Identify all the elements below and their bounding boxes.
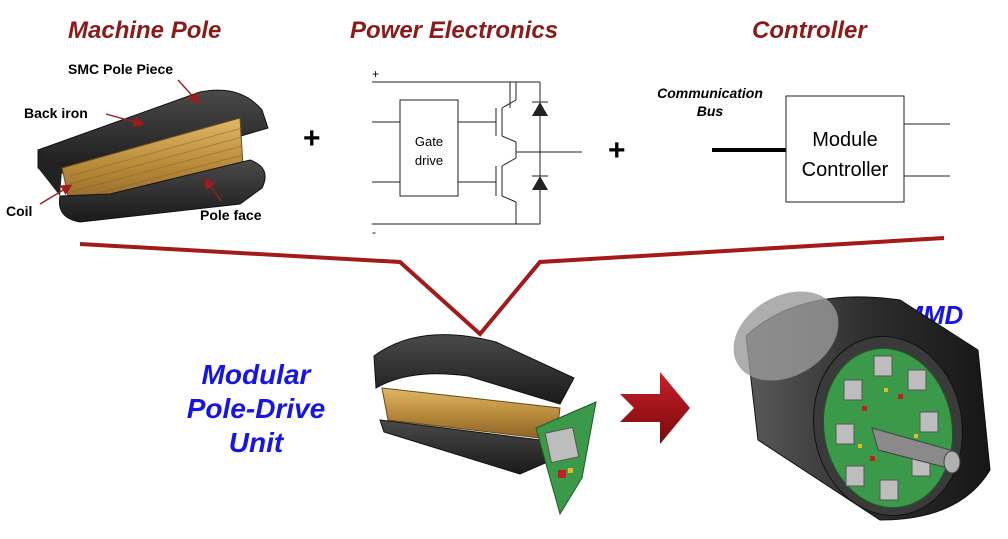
modular-pole-drive-illustration: [373, 334, 597, 516]
modular-unit-label-line3: Unit: [229, 427, 285, 458]
callout-smc-pole-piece: SMC Pole Piece: [68, 61, 173, 77]
communication-bus-label-line2: Bus: [697, 103, 724, 119]
callout-pole-face: Pole face: [200, 207, 262, 223]
callout-back-iron: Back iron: [24, 105, 88, 121]
communication-bus-label-line1: Communication: [657, 85, 763, 101]
combination-connector: [79, 236, 945, 337]
pcb-component-red: [558, 470, 566, 478]
plus-operator-2: +: [608, 134, 626, 167]
immd-shaft-end: [943, 450, 961, 474]
modular-unit-label-line2: Pole-Drive: [187, 393, 326, 424]
machine-pole-illustration: [37, 89, 269, 223]
gate-drive-label-line1: Gate: [415, 134, 443, 149]
pcb-component-yellow: [568, 468, 573, 473]
negative-rail-label: -: [372, 225, 376, 239]
gate-drive-label-line2: drive: [415, 153, 443, 168]
transform-arrow: [620, 372, 690, 444]
power-electronics-schematic: [372, 81, 582, 225]
callout-coil: Coil: [6, 203, 32, 219]
diode-upper: [532, 102, 548, 116]
power-electronics-title: Power Electronics: [350, 17, 558, 44]
plus-operator-1: +: [303, 122, 321, 155]
controller-title: Controller: [752, 17, 868, 44]
diode-lower: [532, 176, 548, 190]
callout-arrow-smc: [177, 79, 200, 105]
callout-arrow-back-iron: [105, 113, 145, 128]
immd-machine-illustration: [733, 291, 991, 521]
pcb-power-chip: [544, 426, 580, 464]
callout-arrow-coil: [39, 184, 73, 205]
machine-pole-title: Machine Pole: [68, 17, 221, 44]
module-controller-label-line2: Controller: [802, 159, 889, 181]
modular-unit-label-line1: Modular: [202, 359, 313, 390]
callout-arrow-pole-face: [204, 177, 223, 203]
module-controller-label-line1: Module: [812, 129, 878, 151]
positive-rail-label: +: [372, 67, 379, 81]
module-controller-box: [785, 95, 905, 203]
